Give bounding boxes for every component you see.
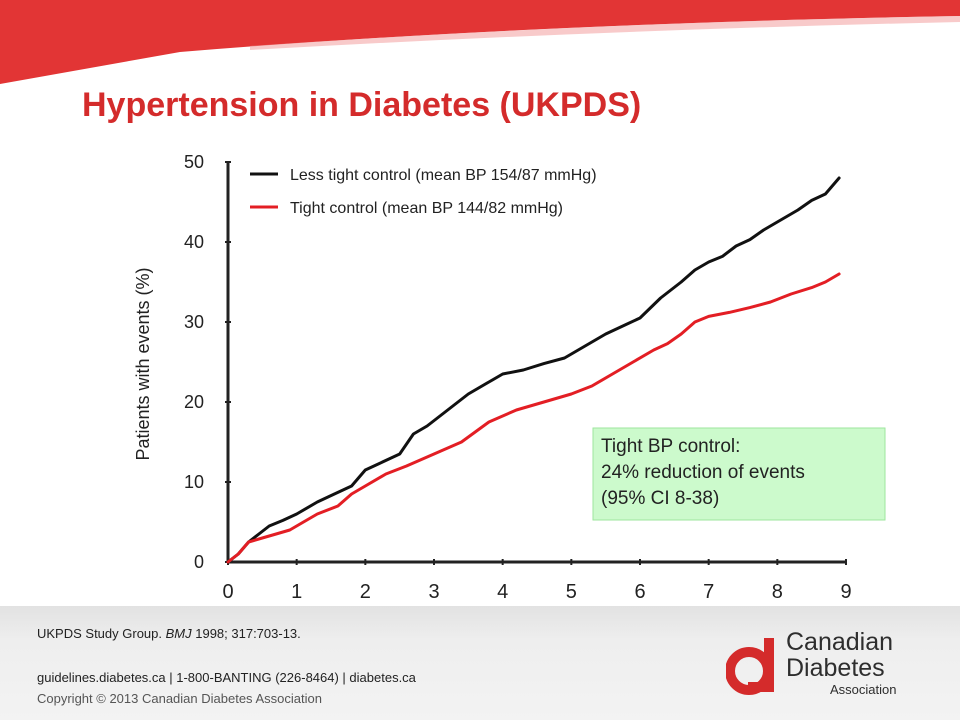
copyright: Copyright © 2013 Canadian Diabetes Assoc… [37,691,322,706]
x-tick-label: 7 [703,581,714,603]
y-tick-label: 50 [184,152,204,172]
footer-band [0,606,960,720]
citation-ref: 1998; 317:703-13. [191,626,301,641]
citation-journal: BMJ [165,626,192,641]
cda-logo-mark-icon [726,638,774,695]
cda-logo: Canadian Diabetes Association [726,630,926,702]
slide-title: Hypertension in Diabetes (UKPDS) [82,86,642,124]
annotation-line: Tight BP control: [601,436,740,457]
logo-word-association: Association [830,682,897,697]
x-tick-label: 8 [772,581,783,603]
y-tick-label: 20 [184,392,204,412]
chart-axes: 010203040500123456789Years from randomiz… [133,152,852,603]
legend-label: Tight control (mean BP 144/82 mmHg) [290,200,563,217]
x-tick-label: 0 [222,581,233,603]
y-tick-label: 0 [194,552,204,572]
chart-legend: Less tight control (mean BP 154/87 mmHg)… [250,167,886,521]
chart: 010203040500123456789Years from randomiz… [133,152,886,603]
x-tick-label: 5 [566,581,577,603]
y-tick-label: 30 [184,312,204,332]
x-tick-label: 4 [497,581,508,603]
logo-word-canadian: Canadian [786,628,894,656]
citation: UKPDS Study Group. BMJ 1998; 317:703-13. [37,626,301,641]
annotation-background [592,427,886,521]
x-tick-label: 1 [291,581,302,603]
y-axis-title: Patients with events (%) [133,267,153,460]
x-tick-label: 3 [428,581,439,603]
top-swoosh [0,0,960,84]
annotation-line: (95% CI 8-38) [601,488,719,509]
y-tick-label: 10 [184,472,204,492]
footer-links: guidelines.diabetes.ca | 1-800-BANTING (… [37,670,416,685]
chart-series [226,176,841,564]
x-tick-label: 2 [360,581,371,603]
series-line-less-tight-control [226,176,841,564]
annotation-box: Tight BP control: 24% reduction of events… [592,427,886,521]
logo-word-diabetes: Diabetes [786,654,885,682]
y-tick-label: 40 [184,232,204,252]
x-tick-label: 9 [840,581,851,603]
citation-authors: UKPDS Study Group. [37,626,166,641]
series-line-tight-control [226,272,841,564]
legend-label: Less tight control (mean BP 154/87 mmHg) [290,167,597,184]
annotation-line: 24% reduction of events [601,462,805,483]
x-tick-label: 6 [634,581,645,603]
